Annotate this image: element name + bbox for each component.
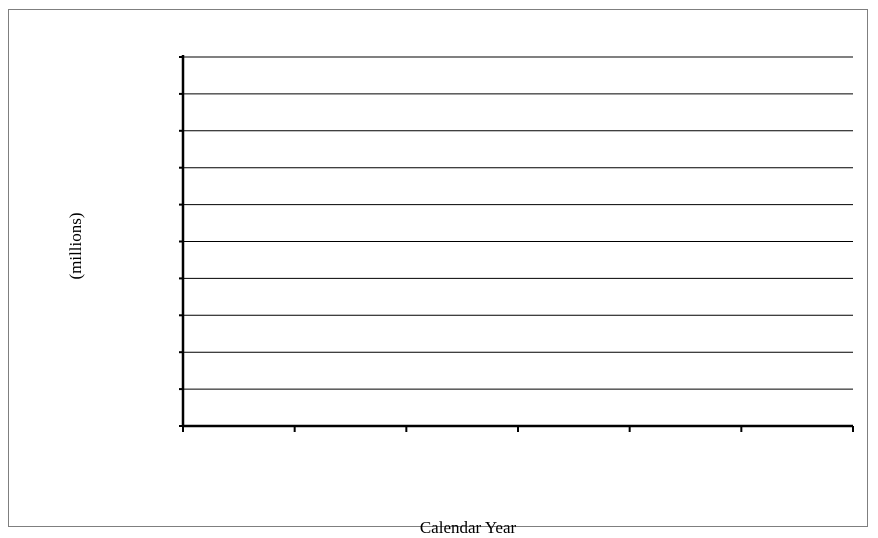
y-axis-label: (millions)	[66, 212, 85, 280]
chart-frame	[8, 9, 868, 527]
x-axis-label: Calendar Year	[419, 518, 517, 537]
gridlines	[183, 56, 853, 390]
